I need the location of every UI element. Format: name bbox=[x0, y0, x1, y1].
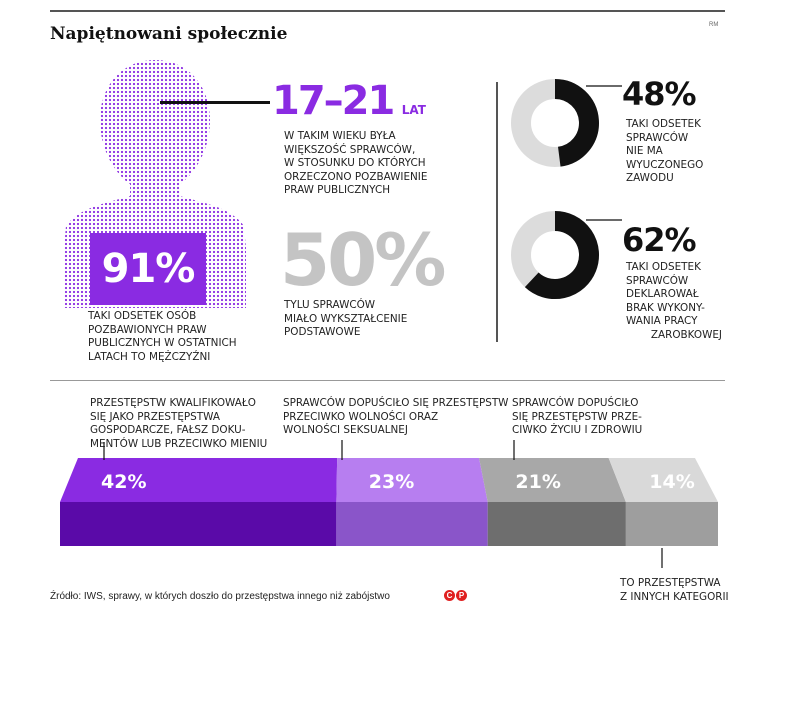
author-credit: RM bbox=[709, 22, 719, 28]
age-headline: 17–21 LAT bbox=[272, 78, 426, 124]
no-profession-percent: 48% bbox=[622, 75, 697, 113]
crime-category-bar-chart: 42% 23% 21% 14% bbox=[60, 440, 718, 568]
bar-label-freedom: 23% bbox=[369, 471, 414, 493]
bar-top-freedom bbox=[336, 458, 488, 502]
bar-note-life: SPRAWCÓW DOPUŚCIŁO SIĘ PRZESTĘPSTW PRZE- C… bbox=[512, 397, 643, 436]
vertical-divider bbox=[496, 82, 498, 342]
publisher-logo: C P bbox=[444, 590, 467, 601]
donut-chart-no-work bbox=[511, 211, 622, 299]
bar-label-life: 21% bbox=[515, 471, 560, 493]
no-work-description: TAKI ODSETEK SPRAWCÓW DEKLAROWAŁ BRAK WYKON… bbox=[626, 261, 722, 341]
bar-front-life bbox=[487, 502, 626, 546]
no-work-percent: 62% bbox=[622, 221, 697, 259]
education-description: TYLU SPRAWCÓW MIAŁO WYKSZTAŁCENIE PODSTAWO… bbox=[284, 299, 408, 338]
logo-p-icon: P bbox=[456, 590, 467, 601]
bar-top-life bbox=[479, 458, 626, 502]
bar-front-freedom bbox=[336, 502, 488, 546]
top-rule bbox=[50, 10, 725, 12]
bar-top-other bbox=[608, 458, 718, 502]
bar-front-other bbox=[625, 502, 718, 546]
no-profession-description: TAKI ODSETEK SPRAWCÓW NIE MA WYUCZONEGO ZAWO… bbox=[626, 118, 704, 184]
donut-arc-no-work bbox=[524, 211, 599, 299]
age-description: W TAKIM WIEKU BYŁA WIĘKSZOŚĆ SPRAWCÓW, W S… bbox=[284, 130, 428, 196]
bar-top-property bbox=[60, 458, 338, 502]
men-percent-box: 91% bbox=[90, 233, 206, 305]
bar-front-property bbox=[60, 502, 337, 546]
bar-label-property: 42% bbox=[101, 471, 146, 493]
bar-note-freedom: SPRAWCÓW DOPUŚCIŁO SIĘ PRZESTĘPSTW PRZECI… bbox=[283, 397, 509, 436]
donut-arc-no-profession bbox=[554, 79, 599, 167]
bar-note-property: PRZESTĘPSTW KWALIFIKOWAŁO SIĘ JAKO PRZEST… bbox=[90, 397, 268, 450]
source-note: Źródło: IWS, sprawy, w których doszło do… bbox=[50, 591, 390, 602]
page-title: Napiętnowani społecznie bbox=[50, 24, 288, 44]
bar-note-other: TO PRZESTĘPSTWA Z INNYCH KATEGORII bbox=[620, 577, 729, 603]
section-divider bbox=[50, 380, 725, 381]
logo-c-icon: C bbox=[444, 590, 455, 601]
bar-label-other: 14% bbox=[649, 471, 694, 493]
men-description: TAKI ODSETEK OSÓB POZBAWIONYCH PRAW PUBLIC… bbox=[88, 310, 237, 363]
education-percent: 50% bbox=[280, 218, 446, 302]
age-pointer-line bbox=[160, 101, 270, 104]
donut-chart-no-profession bbox=[511, 79, 622, 167]
